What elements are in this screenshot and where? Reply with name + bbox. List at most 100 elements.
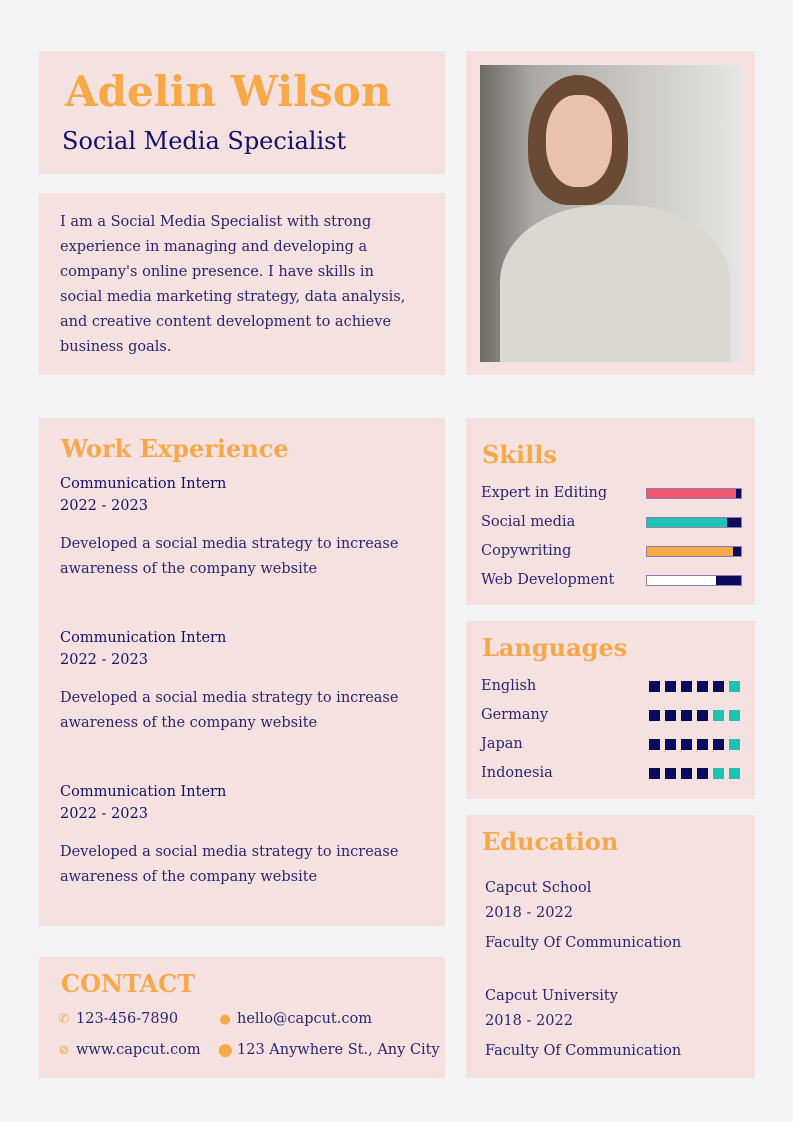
skill-bar-fill bbox=[647, 489, 737, 498]
link-icon: ⊘ bbox=[58, 1042, 70, 1058]
level-dot bbox=[665, 681, 676, 692]
level-dot bbox=[713, 739, 724, 750]
name: Adelin Wilson bbox=[65, 67, 392, 116]
level-dot bbox=[649, 768, 660, 779]
work-desc: Developed a social media strategy to inc… bbox=[60, 844, 399, 885]
language-level bbox=[649, 768, 740, 779]
language-level bbox=[649, 681, 740, 692]
level-dot bbox=[665, 710, 676, 721]
language-row: Japan bbox=[481, 730, 742, 759]
work-desc: Developed a social media strategy to inc… bbox=[60, 536, 399, 577]
skill-name: Copywriting bbox=[481, 543, 572, 559]
languages-card: Languages English Germany Japan Indonesia bbox=[466, 621, 755, 799]
work-role: Communication Intern bbox=[60, 476, 227, 492]
education-heading: Education bbox=[482, 827, 619, 856]
work-item: Communication Intern 2022 - 2023 Develop… bbox=[60, 476, 430, 630]
work-item: Communication Intern 2022 - 2023 Develop… bbox=[60, 630, 430, 784]
photo-card bbox=[466, 51, 755, 375]
work-desc: Developed a social media strategy to inc… bbox=[60, 690, 399, 731]
level-dot bbox=[697, 681, 708, 692]
phone-icon: ✆ bbox=[58, 1011, 70, 1027]
skill-name: Social media bbox=[481, 514, 576, 530]
level-dot bbox=[729, 681, 740, 692]
education-card: Education Capcut School 2018 - 2022 Facu… bbox=[466, 815, 755, 1078]
level-dot bbox=[649, 739, 660, 750]
education-item: Capcut University 2018 - 2022 Faculty Of… bbox=[485, 984, 745, 1092]
skill-row: Web Development bbox=[481, 566, 742, 595]
level-dot bbox=[665, 768, 676, 779]
about-card: I am a Social Media Specialist with stro… bbox=[39, 193, 445, 375]
contact-email[interactable]: ● hello@capcut.com bbox=[218, 1011, 372, 1027]
work-experience-card: Work Experience Communication Intern 202… bbox=[39, 418, 445, 926]
language-row: English bbox=[481, 672, 742, 701]
skill-bar bbox=[646, 517, 742, 528]
level-dot bbox=[681, 681, 692, 692]
job-title: Social Media Specialist bbox=[62, 127, 347, 155]
work-item: Communication Intern 2022 - 2023 Develop… bbox=[60, 784, 430, 938]
language-level bbox=[649, 710, 740, 721]
level-dot bbox=[697, 768, 708, 779]
education-item: Capcut School 2018 - 2022 Faculty Of Com… bbox=[485, 876, 745, 984]
language-name: Japan bbox=[481, 736, 523, 752]
school: Capcut School bbox=[485, 880, 592, 896]
language-name: English bbox=[481, 678, 537, 694]
languages-heading: Languages bbox=[482, 633, 628, 662]
skills-heading: Skills bbox=[482, 440, 557, 469]
phone-text: 123-456-7890 bbox=[76, 1011, 179, 1027]
language-row: Germany bbox=[481, 701, 742, 730]
language-level bbox=[649, 739, 740, 750]
skill-bar bbox=[646, 575, 742, 586]
skill-name: Expert in Editing bbox=[481, 485, 608, 501]
email-text: hello@capcut.com bbox=[237, 1011, 372, 1027]
contact-card: CONTACT ✆ 123-456-7890 ● hello@capcut.com … bbox=[39, 957, 445, 1078]
language-name: Germany bbox=[481, 707, 549, 723]
level-dot bbox=[713, 681, 724, 692]
skill-bar-fill bbox=[647, 547, 734, 556]
school: Capcut University bbox=[485, 988, 618, 1004]
header-card: Adelin Wilson Social Media Specialist bbox=[39, 51, 445, 174]
level-dot bbox=[729, 768, 740, 779]
website-text: www.capcut.com bbox=[76, 1042, 201, 1058]
skill-row: Copywriting bbox=[481, 537, 742, 566]
faculty: Faculty Of Communication bbox=[485, 935, 682, 951]
skill-bar-fill bbox=[647, 576, 716, 585]
language-row: Indonesia bbox=[481, 759, 742, 788]
level-dot bbox=[681, 710, 692, 721]
contact-phone[interactable]: ✆ 123-456-7890 bbox=[57, 1011, 179, 1027]
skill-row: Expert in Editing bbox=[481, 479, 742, 508]
work-role: Communication Intern bbox=[60, 784, 227, 800]
edu-years: 2018 - 2022 bbox=[485, 1013, 573, 1029]
skill-name: Web Development bbox=[481, 572, 615, 588]
work-heading: Work Experience bbox=[61, 434, 289, 463]
skill-row: Social media bbox=[481, 508, 742, 537]
person-icon: ● bbox=[219, 1011, 231, 1027]
skills-card: Skills Expert in Editing Social media Copy… bbox=[466, 418, 755, 605]
contact-website[interactable]: ⊘ www.capcut.com bbox=[57, 1042, 201, 1058]
level-dot bbox=[681, 768, 692, 779]
skill-bar bbox=[646, 488, 742, 499]
level-dot bbox=[729, 710, 740, 721]
level-dot bbox=[697, 710, 708, 721]
level-dot bbox=[665, 739, 676, 750]
level-dot bbox=[697, 739, 708, 750]
contact-address: ⬤ 123 Anywhere St., Any City bbox=[218, 1042, 440, 1058]
work-years: 2022 - 2023 bbox=[60, 806, 148, 822]
about-text: I am a Social Media Specialist with stro… bbox=[60, 214, 406, 355]
level-dot bbox=[713, 768, 724, 779]
contact-heading: CONTACT bbox=[61, 969, 196, 998]
address-text: 123 Anywhere St., Any City bbox=[237, 1042, 440, 1058]
work-years: 2022 - 2023 bbox=[60, 652, 148, 668]
level-dot bbox=[713, 710, 724, 721]
edu-years: 2018 - 2022 bbox=[485, 905, 573, 921]
level-dot bbox=[729, 739, 740, 750]
skill-bar bbox=[646, 546, 742, 557]
location-pin-icon: ⬤ bbox=[218, 1042, 233, 1058]
work-role: Communication Intern bbox=[60, 630, 227, 646]
level-dot bbox=[649, 710, 660, 721]
level-dot bbox=[681, 739, 692, 750]
faculty: Faculty Of Communication bbox=[485, 1043, 682, 1059]
level-dot bbox=[649, 681, 660, 692]
profile-photo bbox=[480, 65, 741, 362]
work-years: 2022 - 2023 bbox=[60, 498, 148, 514]
skill-bar-fill bbox=[647, 518, 727, 527]
